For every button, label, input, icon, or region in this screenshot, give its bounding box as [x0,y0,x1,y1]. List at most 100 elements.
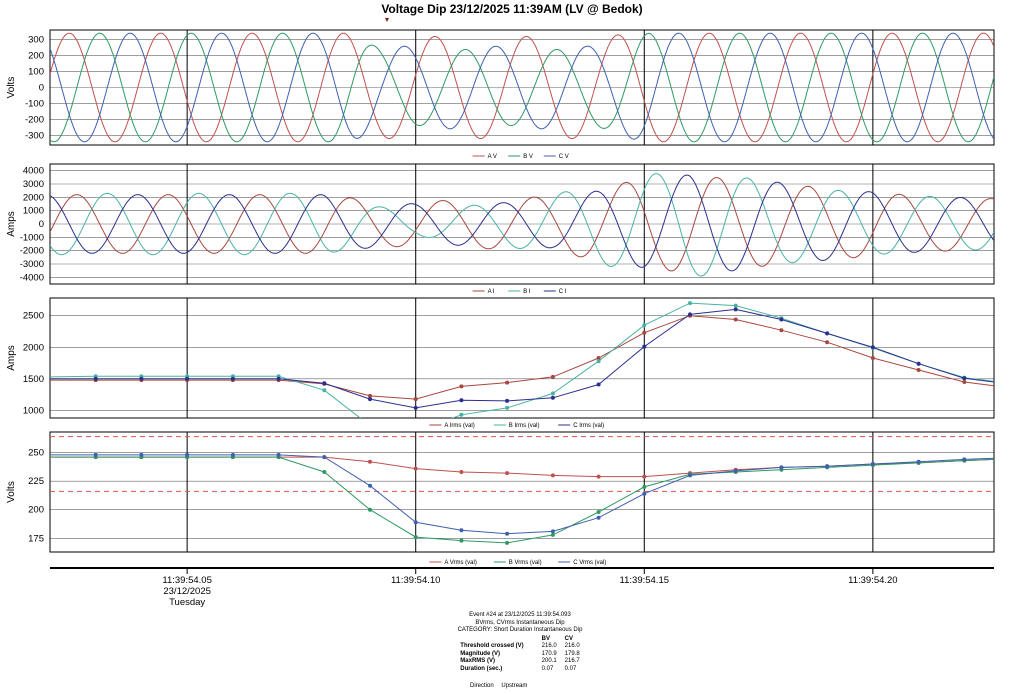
direction-line: Direction Upstream [470,683,533,689]
y-tick-label: 225 [28,476,44,487]
data-point [550,395,555,400]
event-row-threshold: Threshold crossed (V) 216.0 216.0 [460,643,580,649]
waveform-b-v [50,32,994,143]
data-point [505,398,510,403]
legend: A Vrms (val) B Vrms (val) C Vrms (val) [429,560,606,566]
panel-frame [49,29,995,146]
event-description-line: BVrms, CVrms Instantaneous Dip [475,619,565,626]
event-marker-icon [385,18,389,22]
y-tick-label: -1000 [20,232,44,243]
data-point [230,376,235,381]
waveform-a-v [50,32,994,143]
y-tick-label: -2000 [20,246,44,257]
data-point [733,303,738,308]
data-point [459,384,464,389]
data-point [779,317,784,322]
y-tick-label: -4000 [20,272,44,283]
waveform-b-i [50,173,994,277]
series-line-2 [50,454,994,535]
series-line-1 [50,456,994,544]
data-point [230,452,235,457]
x-tick-weekday: Tuesday [169,597,205,608]
data-point [368,507,372,512]
data-point [322,455,327,460]
data-point [962,376,967,381]
series-line-1 [50,302,994,418]
event-row-maxrms: MaxRMS (V) 200.1 216.7 [460,658,580,664]
y-tick-label: 200 [28,51,44,62]
legend-entry: B I [523,289,531,295]
x-tick-label: 11:39:54.05 [162,575,211,586]
data-point [779,328,784,333]
x-tick-label: 11:39:54.15 [620,575,669,586]
waveform-a-i [50,177,994,272]
data-point [596,510,601,514]
data-point [322,388,327,393]
data-point [459,528,464,533]
data-point [550,391,555,396]
direction-label: Direction [470,683,494,689]
data-point [688,473,692,478]
panel-frame [49,297,995,419]
waveform-c-v [50,32,994,143]
data-point [596,515,601,520]
legend-entry: B V [523,154,533,160]
series-line-0 [50,456,994,478]
panel-voltage-rms: 250 225 200 175 Volts A Vrms (val) B Vrms (val… [6,431,995,566]
data-point [276,452,281,457]
data-point [93,452,98,457]
event-category-line: CATEGORY: Short Duration Instantaneous D… [457,627,583,633]
y-tick-label: 0 [39,83,44,94]
data-point [916,368,921,372]
y-tick-label: 2500 [23,311,44,322]
direction-value: Upstream [501,683,528,689]
data-point [459,538,464,543]
data-point [596,359,601,364]
data-point [596,382,601,387]
y-tick-label: 1000 [23,206,44,217]
data-point [413,466,418,471]
event-table-corner [456,636,537,644]
y-tick-label: 200 [28,505,44,516]
legend-entry: B Vrms (val) [509,560,542,566]
event-row-magnitude: Magnitude (V) 170.9 179.8 [460,650,580,657]
legend-entry: C I [559,289,567,295]
event-summary: Event #24 at 23/12/2025 11:39:54.093 BVr… [420,612,620,673]
y-tick-label: 100 [28,67,44,78]
legend-entry: A Vrms (val) [444,560,476,566]
y-tick-label: -200 [25,114,44,125]
y-tick-label: 300 [28,35,44,46]
event-table: BV CV Threshold crossed (V) 216.0 216.0 … [456,636,583,674]
data-point [596,474,601,479]
data-point [916,459,921,464]
data-point [368,459,372,464]
data-point [505,531,510,536]
data-point [642,330,647,335]
y-axis-label: Volts [6,481,17,503]
data-point [870,356,875,360]
series-line-0 [50,315,994,400]
event-col-bv: BV [541,635,550,642]
data-point [688,301,692,306]
y-tick-label: 1500 [23,374,44,385]
legend-entry: A V [488,154,497,160]
data-point [368,393,372,398]
event-row-duration: Duration (sec.) 0.07 0.07 [460,665,577,672]
panel-frame [49,163,995,285]
data-point [368,483,372,488]
series-line-2 [50,308,994,409]
data-point [550,532,555,537]
data-point [550,529,555,534]
chart-title: Voltage Dip 23/12/2025 11:39AM (LV @ Bed… [381,2,642,16]
legend-entry: B Irms (val) [509,423,540,429]
data-point [459,470,464,474]
data-point [505,405,510,410]
data-point [733,307,738,312]
y-tick-label: 3000 [23,179,44,190]
data-point [368,424,372,428]
data-point [185,376,190,381]
data-point [870,345,875,350]
y-tick-label: -300 [25,130,44,141]
